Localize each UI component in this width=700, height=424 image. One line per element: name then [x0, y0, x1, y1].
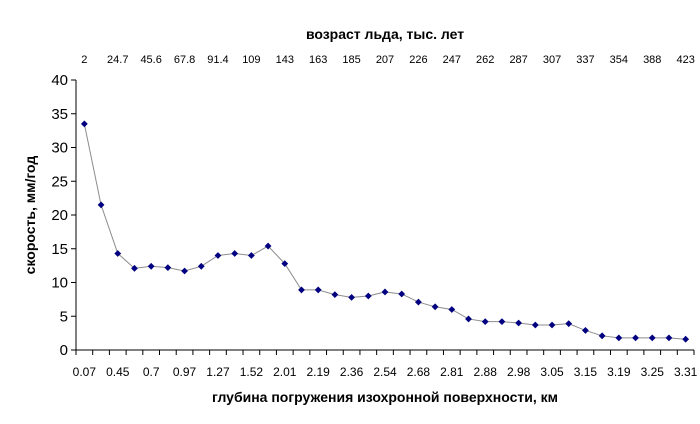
top-tick-label: 2 [81, 54, 87, 66]
top-tick-label: 307 [543, 54, 561, 66]
top-tick-label: 45.6 [140, 54, 161, 66]
data-point [465, 315, 472, 323]
data-point [231, 250, 239, 257]
top-tick-label: 423 [676, 54, 694, 66]
data-point [648, 334, 656, 342]
top-tick-label: 247 [443, 54, 461, 66]
x-tick-label: 1.52 [240, 365, 264, 379]
x-tick-label: 1.27 [206, 365, 230, 379]
x-tick-label: 2.19 [307, 365, 331, 379]
data-point [331, 291, 339, 299]
top-tick-label: 207 [376, 54, 394, 66]
x-tick-label: 3.31 [674, 365, 698, 379]
data-point [448, 306, 456, 313]
x-tick-label: 3.05 [540, 365, 564, 379]
x-tick-label: 3.19 [607, 365, 631, 379]
data-point [498, 318, 506, 326]
data-point [381, 288, 389, 296]
data-point [515, 319, 523, 327]
data-point [114, 250, 122, 257]
data-point [281, 260, 289, 267]
data-point [147, 262, 155, 270]
data-points [80, 120, 690, 343]
top-tick-label: 388 [643, 54, 661, 66]
data-point [314, 286, 322, 294]
data-point [131, 264, 138, 272]
x-tick-label: 2.36 [340, 365, 364, 379]
top-tick-label: 354 [610, 54, 628, 66]
y-tick-label: 15 [51, 241, 68, 258]
data-point [364, 292, 372, 300]
tick-labels: 0 5 10 15 20 25 30 35 40 0.07 0.45 0.7 0.97 1.27 1.52 2… [51, 54, 697, 379]
x-tick-label: 3.25 [641, 365, 665, 379]
top-tick-label: 109 [242, 54, 260, 66]
top-tick-label: 143 [276, 54, 294, 66]
data-point [398, 290, 406, 298]
x-axis-title: глубина погружения изохронной поверхност… [212, 389, 558, 405]
top-tick-label: 226 [409, 54, 427, 66]
x-tick-label: 2.98 [507, 365, 531, 379]
data-point [481, 318, 489, 326]
y-tick-label: 30 [51, 140, 68, 157]
data-point [80, 120, 88, 128]
y-tick-label: 40 [51, 72, 68, 89]
data-point [565, 320, 573, 328]
data-point [298, 286, 305, 294]
x-tick-label: 2.88 [474, 365, 498, 379]
series-line [83, 123, 686, 340]
y-tick-label: 20 [51, 207, 68, 224]
data-point [598, 332, 606, 340]
y-axis-title: скорость, мм/год [22, 156, 38, 275]
x-tick-label: 2.54 [373, 365, 397, 379]
data-point [164, 264, 172, 272]
top-tick-label: 67.8 [174, 54, 195, 66]
x-tick-label: 2.81 [440, 365, 464, 379]
x-tick-label: 0.45 [106, 365, 130, 379]
top-tick-label: 185 [342, 54, 360, 66]
y-tick-label: 0 [60, 342, 68, 359]
series-line-layer [83, 123, 686, 340]
data-point [548, 321, 556, 329]
data-point [197, 262, 205, 270]
top-tick-label: 163 [309, 54, 327, 66]
data-point [615, 334, 623, 342]
data-point [247, 252, 255, 259]
x-tick-label: 2.68 [407, 365, 431, 379]
y-tick-label: 25 [51, 173, 68, 190]
y-tick-label: 10 [51, 275, 68, 292]
data-point [264, 242, 272, 250]
data-point [181, 267, 188, 275]
data-point [415, 298, 422, 306]
data-point [97, 201, 105, 209]
top-tick-label: 91.4 [207, 54, 228, 66]
x-tick-label: 3.15 [574, 365, 598, 379]
top-tick-label: 24.7 [107, 54, 128, 66]
top-tick-label: 262 [476, 54, 494, 66]
data-point [214, 252, 222, 259]
data-point [348, 293, 355, 301]
y-tick-label: 35 [51, 106, 68, 123]
top-axis-title: возраст льда, тыс. лет [306, 26, 464, 42]
data-point [665, 334, 673, 342]
top-tick-label: 287 [509, 54, 527, 66]
x-tick-label: 0.07 [73, 365, 97, 379]
data-point [431, 303, 439, 311]
data-point [582, 327, 589, 334]
data-point [632, 334, 639, 342]
x-tick-label: 2.01 [273, 365, 297, 379]
y-tick-label: 5 [60, 308, 68, 325]
x-tick-label: 0.97 [173, 365, 197, 379]
x-tick-label: 0.7 [143, 365, 160, 379]
top-tick-label: 337 [576, 54, 594, 66]
data-point [531, 321, 539, 329]
axes [71, 79, 695, 355]
data-point [682, 335, 690, 343]
